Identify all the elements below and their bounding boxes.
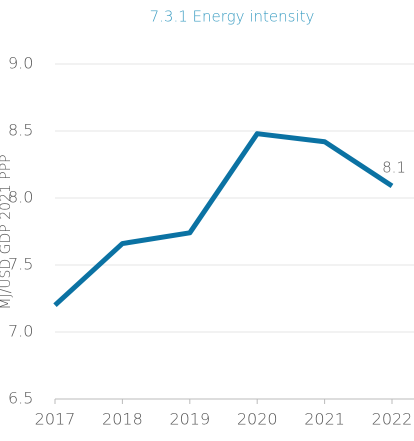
x-tick-label: 2022 [372, 410, 413, 429]
y-tick-label: 7.0 [8, 322, 33, 341]
x-tick-label: 2020 [237, 410, 278, 429]
y-tick-label: 6.5 [8, 389, 33, 408]
chart-title: 7.3.1 Energy intensity [150, 8, 315, 26]
data-line [53, 131, 394, 308]
y-axis-label: MJ/USD GDP 2021 PPP [0, 154, 14, 309]
data-label: 8.1 [382, 158, 406, 176]
y-tick-label: 8.0 [8, 188, 33, 207]
y-tick-label: 7.5 [8, 255, 33, 274]
y-tick-label: 8.5 [8, 121, 33, 140]
x-tick-label: 2019 [169, 410, 210, 429]
x-tick-label: 2018 [102, 410, 143, 429]
x-tick-label: 2021 [304, 410, 345, 429]
x-tick-label: 2017 [35, 410, 76, 429]
y-tick-label: 9.0 [8, 54, 33, 73]
